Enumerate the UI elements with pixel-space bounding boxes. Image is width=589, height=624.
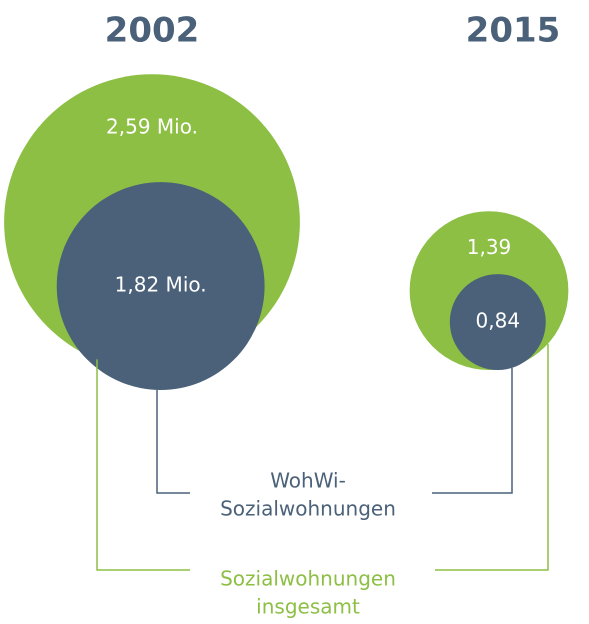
value-label: 1,82 Mio. bbox=[115, 273, 207, 297]
legend-label: Sozialwohnungen bbox=[220, 497, 396, 521]
legend-label: Sozialwohnungen bbox=[220, 567, 396, 591]
value-label: 1,39 bbox=[467, 235, 512, 259]
inner-circle bbox=[449, 274, 546, 371]
legend-label: insgesamt bbox=[256, 595, 360, 619]
connector-line bbox=[96, 359, 190, 571]
value-label: 2,59 Mio. bbox=[106, 115, 198, 139]
year-label: 2002 bbox=[105, 11, 200, 51]
legend-label: WohWi- bbox=[270, 469, 346, 493]
year-label: 2015 bbox=[466, 11, 561, 51]
inner-circle bbox=[56, 182, 265, 390]
value-label: 0,84 bbox=[476, 309, 521, 333]
connector-line bbox=[156, 389, 190, 494]
connector-line bbox=[435, 343, 549, 571]
connector-line bbox=[432, 367, 513, 494]
